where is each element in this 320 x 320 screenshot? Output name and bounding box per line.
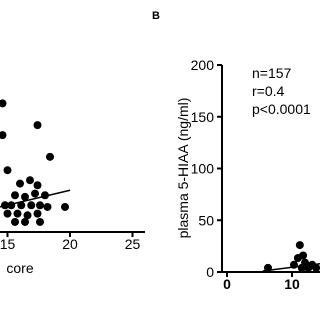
x-tick-label: 15 bbox=[0, 236, 15, 252]
point bbox=[3, 166, 12, 175]
point bbox=[36, 217, 44, 226]
point bbox=[3, 209, 12, 218]
point bbox=[27, 201, 36, 210]
point bbox=[26, 176, 34, 185]
point bbox=[33, 121, 42, 130]
x-tick-label: 0 bbox=[223, 276, 231, 292]
point bbox=[41, 191, 49, 200]
y-axis-label: plasma 5-HIAA (ng/ml) bbox=[175, 98, 191, 239]
point bbox=[43, 202, 52, 211]
annotation: n=157 bbox=[252, 65, 292, 81]
point bbox=[0, 99, 7, 108]
point bbox=[312, 263, 320, 272]
point bbox=[7, 201, 16, 210]
point bbox=[297, 263, 306, 272]
point bbox=[289, 260, 298, 269]
point bbox=[21, 192, 29, 201]
point bbox=[33, 209, 42, 218]
point bbox=[31, 189, 39, 198]
x-tick-label: 10 bbox=[284, 276, 300, 292]
annotation: p<0.0001 bbox=[252, 101, 311, 117]
y-tick-label: 150 bbox=[191, 109, 215, 125]
panel-label: B bbox=[152, 10, 160, 22]
x-tick-label: 20 bbox=[62, 236, 78, 252]
point bbox=[299, 251, 308, 260]
point bbox=[17, 201, 26, 210]
point bbox=[33, 181, 42, 190]
y-tick-label: 100 bbox=[191, 161, 215, 177]
point bbox=[13, 209, 22, 218]
y-tick-label: 50 bbox=[198, 212, 214, 228]
point bbox=[36, 201, 44, 210]
point bbox=[11, 191, 19, 200]
annotation: r=0.4 bbox=[252, 83, 285, 99]
point bbox=[1, 201, 9, 210]
point bbox=[263, 263, 272, 272]
point bbox=[0, 131, 7, 140]
y-tick-label: 200 bbox=[191, 57, 215, 73]
point bbox=[21, 217, 29, 226]
point bbox=[23, 211, 32, 220]
point bbox=[295, 241, 304, 250]
point bbox=[46, 152, 54, 161]
x-axis-label: core bbox=[6, 260, 33, 276]
point bbox=[61, 202, 69, 211]
y-tick-label: 0 bbox=[206, 264, 214, 280]
point bbox=[11, 217, 19, 226]
x-tick-label: 25 bbox=[125, 236, 141, 252]
point bbox=[16, 179, 24, 188]
